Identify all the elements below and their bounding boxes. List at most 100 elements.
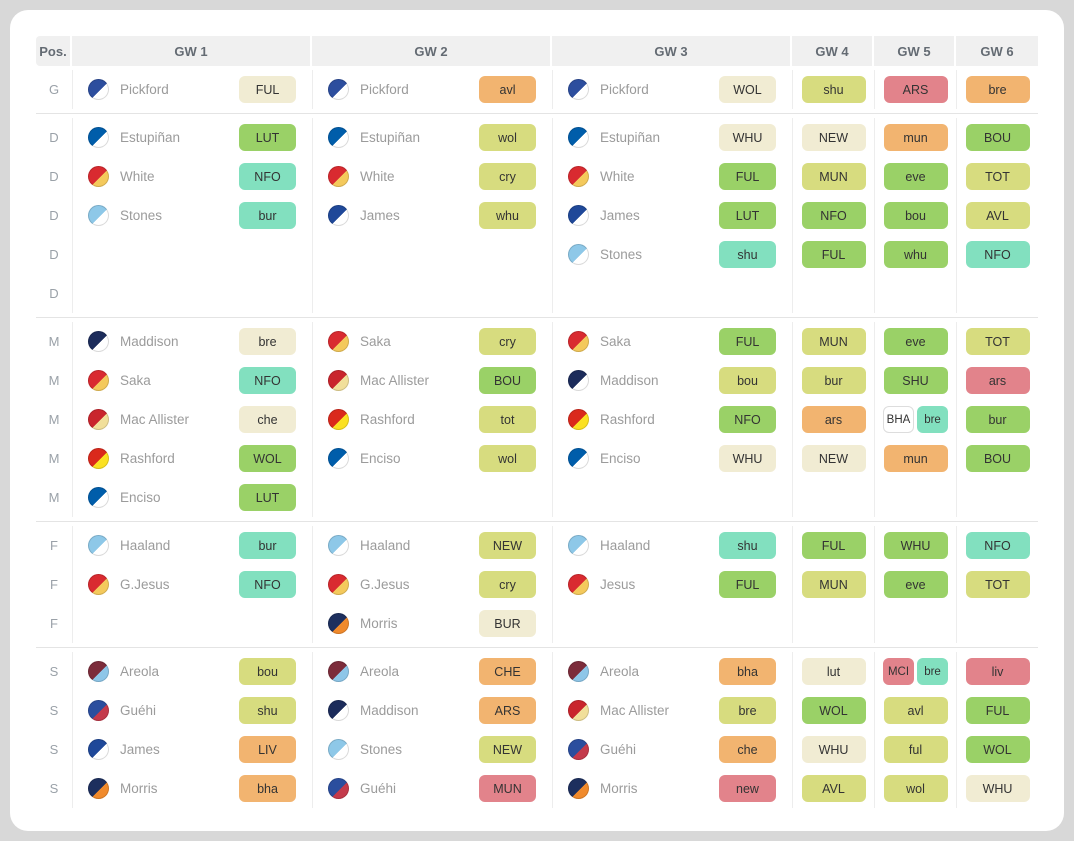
fixture-chips: cry <box>479 163 536 190</box>
player-cell[interactable]: Maddison bou <box>552 361 792 400</box>
player-cell[interactable]: Enciso WHU <box>552 439 792 478</box>
player-cell[interactable]: Morris new <box>552 769 792 808</box>
fixture-cell[interactable]: WHU <box>792 730 874 769</box>
fixture-cell[interactable]: bur <box>956 400 1038 439</box>
player-cell[interactable]: James LUT <box>552 196 792 235</box>
player-cell[interactable]: Haaland bur <box>72 526 312 565</box>
player-cell[interactable]: Jesus FUL <box>552 565 792 604</box>
player-cell[interactable]: Pickford FUL <box>72 70 312 109</box>
fixture-cell[interactable]: NEW <box>792 118 874 157</box>
player-cell[interactable]: Saka NFO <box>72 361 312 400</box>
fixture-cell[interactable]: WHU <box>956 769 1038 808</box>
fixture-chips: ARS <box>479 697 536 724</box>
fixture-cell[interactable]: bur <box>792 361 874 400</box>
fixture-cell[interactable]: BOU <box>956 118 1038 157</box>
fixture-cell[interactable]: bre <box>956 70 1038 109</box>
player-cell[interactable]: Pickford avl <box>312 70 552 109</box>
fixture-cell[interactable]: FUL <box>956 691 1038 730</box>
fixture-cell[interactable]: BHA bre <box>874 400 956 439</box>
player-cell[interactable]: Morris bha <box>72 769 312 808</box>
fixture-cell[interactable]: eve <box>874 565 956 604</box>
player-cell[interactable]: G.Jesus cry <box>312 565 552 604</box>
player-cell[interactable]: Areola bou <box>72 652 312 691</box>
fixture-cell[interactable]: avl <box>874 691 956 730</box>
fixture-cell[interactable]: SHU <box>874 361 956 400</box>
player-cell[interactable]: Stones shu <box>552 235 792 274</box>
fixture-cell[interactable]: shu <box>792 70 874 109</box>
fixture-cell[interactable]: NFO <box>792 196 874 235</box>
fixture-cell[interactable]: TOT <box>956 322 1038 361</box>
fixture-cell[interactable]: FUL <box>792 235 874 274</box>
fixture-chips: FUL <box>719 571 776 598</box>
fixture-cell[interactable]: FUL <box>792 526 874 565</box>
player-name: Estupiñan <box>120 130 181 145</box>
player-cell[interactable]: Stones NEW <box>312 730 552 769</box>
player-cell[interactable]: White FUL <box>552 157 792 196</box>
player-cell[interactable]: Rashford WOL <box>72 439 312 478</box>
fixture-cell[interactable]: lut <box>792 652 874 691</box>
fixture-cell[interactable]: whu <box>874 235 956 274</box>
fixture-cell[interactable]: NEW <box>792 439 874 478</box>
fixture-cell[interactable]: MCI bre <box>874 652 956 691</box>
fixture-cell[interactable]: ful <box>874 730 956 769</box>
player-cell[interactable]: Mac Allister BOU <box>312 361 552 400</box>
player-cell[interactable]: White NFO <box>72 157 312 196</box>
player-cell[interactable]: Guéhi MUN <box>312 769 552 808</box>
fixture-cell[interactable]: MUN <box>792 565 874 604</box>
fixture-cell[interactable]: bou <box>874 196 956 235</box>
fixture-cell[interactable]: mun <box>874 118 956 157</box>
fixture-cell[interactable]: ars <box>792 400 874 439</box>
fixture-cell[interactable]: NFO <box>956 235 1038 274</box>
player-cell[interactable]: Stones bur <box>72 196 312 235</box>
player-cell[interactable]: Saka cry <box>312 322 552 361</box>
fixture-cell[interactable]: ARS <box>874 70 956 109</box>
fixture-cell[interactable]: AVL <box>792 769 874 808</box>
player-cell[interactable]: Haaland shu <box>552 526 792 565</box>
player-cell[interactable]: Guéhi shu <box>72 691 312 730</box>
fixture-cell[interactable]: TOT <box>956 565 1038 604</box>
position-label: S <box>49 742 59 757</box>
fixture-cell[interactable]: eve <box>874 157 956 196</box>
player-cell[interactable]: Pickford WOL <box>552 70 792 109</box>
player-cell[interactable]: Enciso wol <box>312 439 552 478</box>
fixture-cell[interactable]: ars <box>956 361 1038 400</box>
fixture-cell[interactable]: eve <box>874 322 956 361</box>
fixture-cell[interactable]: WOL <box>956 730 1038 769</box>
player-cell[interactable]: Maddison bre <box>72 322 312 361</box>
fixture-cell[interactable]: TOT <box>956 157 1038 196</box>
player-cell[interactable]: Estupiñan wol <box>312 118 552 157</box>
fixture-cell[interactable]: MUN <box>792 322 874 361</box>
fixture-chip: liv <box>965 658 1030 685</box>
player-cell[interactable]: White cry <box>312 157 552 196</box>
fixture-cell[interactable]: AVL <box>956 196 1038 235</box>
fixture-cell[interactable]: liv <box>956 652 1038 691</box>
fixture-cell[interactable]: WOL <box>792 691 874 730</box>
player-cell[interactable]: Maddison ARS <box>312 691 552 730</box>
player-cell[interactable]: G.Jesus NFO <box>72 565 312 604</box>
fixture-chips: WHU <box>965 775 1030 802</box>
player-cell[interactable]: Estupiñan LUT <box>72 118 312 157</box>
fixture-chip: MUN <box>801 571 866 598</box>
player-cell[interactable]: Guéhi che <box>552 730 792 769</box>
fixture-cell[interactable]: mun <box>874 439 956 478</box>
fixture-cell[interactable]: MUN <box>792 157 874 196</box>
player-cell[interactable]: Enciso LUT <box>72 478 312 517</box>
player-cell[interactable]: Areola CHE <box>312 652 552 691</box>
player-cell[interactable]: Haaland NEW <box>312 526 552 565</box>
player-cell[interactable]: Morris BUR <box>312 604 552 643</box>
player-cell[interactable]: James whu <box>312 196 552 235</box>
fixture-cell[interactable]: WHU <box>874 526 956 565</box>
fixture-cell[interactable]: BOU <box>956 439 1038 478</box>
player-cell[interactable]: Rashford NFO <box>552 400 792 439</box>
player-cell[interactable]: James LIV <box>72 730 312 769</box>
player-cell[interactable]: Mac Allister che <box>72 400 312 439</box>
player-cell[interactable]: Mac Allister bre <box>552 691 792 730</box>
fixture-cell[interactable]: NFO <box>956 526 1038 565</box>
fixture-cell[interactable]: wol <box>874 769 956 808</box>
player-cell[interactable]: Rashford tot <box>312 400 552 439</box>
player-cell[interactable]: Saka FUL <box>552 322 792 361</box>
player-cell[interactable]: Areola bha <box>552 652 792 691</box>
empty-cell <box>72 604 312 643</box>
player-cell[interactable]: Estupiñan WHU <box>552 118 792 157</box>
fixture-chips: NEW <box>801 445 866 472</box>
